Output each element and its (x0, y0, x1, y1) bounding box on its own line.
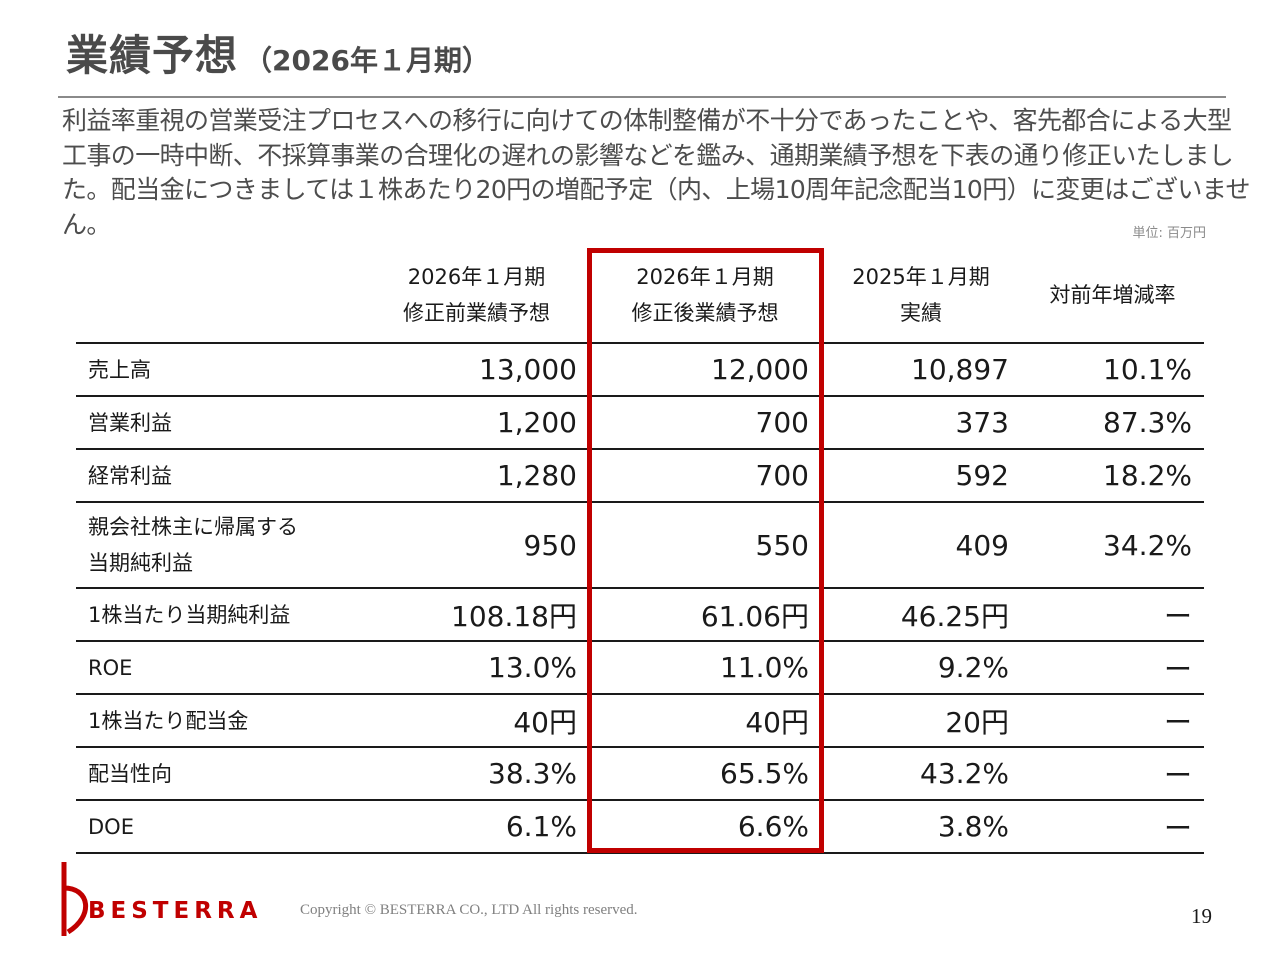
title-main: 業績予想 (66, 31, 239, 80)
cell-before-revision: 40円 (364, 694, 589, 748)
table-row: ROE 13.0% 11.0% 9.2% ー (76, 641, 1204, 695)
cell-after-revision: 11.0% (589, 641, 821, 695)
unit-label: 単位: 百万円 (1132, 226, 1206, 241)
cell-after-revision: 65.5% (589, 747, 821, 801)
cell-before-revision: 13,000 (364, 342, 589, 397)
table-row: 営業利益 1,200 700 373 87.3% (76, 396, 1204, 450)
table-row: 配当性向 38.3% 65.5% 43.2% ー (76, 747, 1204, 801)
cell-actual: 10,897 (821, 342, 1021, 397)
cell-after-revision: 550 (589, 502, 821, 589)
cell-after-revision: 61.06円 (589, 588, 821, 642)
cell-before-revision: 38.3% (364, 747, 589, 801)
row-label: 売上高 (76, 342, 364, 397)
table-row: 売上高 13,000 12,000 10,897 10.1% (76, 342, 1204, 397)
besterra-logo-mark (61, 862, 88, 936)
page-title: 業績予想 （2026年１月期） (66, 22, 490, 83)
cell-yoy-change: ー (1021, 694, 1204, 748)
cell-yoy-change: 10.1% (1021, 342, 1204, 397)
row-label-line-2: 当期純利益 (88, 551, 193, 575)
cell-after-revision: 6.6% (589, 800, 821, 854)
cell-yoy-change: 87.3% (1021, 396, 1204, 450)
cell-yoy-change: 34.2% (1021, 502, 1204, 589)
cell-before-revision: 6.1% (364, 800, 589, 854)
cell-actual: 592 (821, 449, 1021, 503)
table-row: 1株当たり当期純利益 108.18円 61.06円 46.25円 ー (76, 588, 1204, 642)
cell-yoy-change: ー (1021, 641, 1204, 695)
title-divider (58, 96, 1226, 98)
copyright-notice: Copyright © BESTERRA CO., LTD All rights… (300, 902, 638, 918)
row-label: 1株当たり配当金 (76, 694, 364, 748)
cell-yoy-change: ー (1021, 588, 1204, 642)
header-line-1: 対前年増減率 (1049, 283, 1176, 307)
cell-after-revision: 40円 (589, 694, 821, 748)
cell-yoy-change: 18.2% (1021, 449, 1204, 503)
header-row: 2026年１月期 修正前業績予想 2026年１月期 修正後業績予想 2025年１… (76, 248, 1204, 343)
row-label: DOE (76, 800, 364, 854)
forecast-table: 2026年１月期 修正前業績予想 2026年１月期 修正後業績予想 2025年１… (76, 248, 1204, 854)
table-row: 経常利益 1,280 700 592 18.2% (76, 449, 1204, 503)
page-number: 19 (1191, 904, 1212, 928)
cell-after-revision: 12,000 (589, 342, 821, 397)
header-cell-blank (76, 248, 364, 343)
cell-yoy-change: ー (1021, 747, 1204, 801)
cell-before-revision: 950 (364, 502, 589, 589)
header-line-1: 2025年１月期 (852, 265, 990, 289)
logo-wordmark: BESTERRA (88, 898, 263, 924)
header-line-1: 2026年１月期 (636, 265, 774, 289)
row-label: 1株当たり当期純利益 (76, 588, 364, 642)
header-line-2: 実績 (900, 301, 942, 325)
cell-after-revision: 700 (589, 449, 821, 503)
header-line-2: 修正後業績予想 (631, 301, 779, 325)
header-cell-after-revision: 2026年１月期 修正後業績予想 (589, 248, 821, 343)
cell-actual: 9.2% (821, 641, 1021, 695)
table-row: 1株当たり配当金 40円 40円 20円 ー (76, 694, 1204, 748)
row-label: 配当性向 (76, 747, 364, 801)
header-cell-actual: 2025年１月期 実績 (821, 248, 1021, 343)
cell-actual: 43.2% (821, 747, 1021, 801)
cell-actual: 20円 (821, 694, 1021, 748)
row-label-line-1: 親会社株主に帰属する (88, 515, 298, 539)
cell-yoy-change: ー (1021, 800, 1204, 854)
row-label: 親会社株主に帰属する 当期純利益 (76, 502, 364, 589)
header-cell-before-revision: 2026年１月期 修正前業績予想 (364, 248, 589, 343)
table-row: 親会社株主に帰属する 当期純利益 950 550 409 34.2% (76, 502, 1204, 589)
cell-before-revision: 108.18円 (364, 588, 589, 642)
table-row: DOE 6.1% 6.6% 3.8% ー (76, 800, 1204, 854)
cell-actual: 46.25円 (821, 588, 1021, 642)
cell-after-revision: 700 (589, 396, 821, 450)
cell-actual: 3.8% (821, 800, 1021, 854)
cell-before-revision: 1,280 (364, 449, 589, 503)
header-line-1: 2026年１月期 (407, 265, 546, 289)
row-label: ROE (76, 641, 364, 695)
row-label: 営業利益 (76, 396, 364, 450)
intro-paragraph: 利益率重視の営業受注プロセスへの移行に向けての体制整備が不十分であったことや、客… (62, 106, 1250, 239)
title-sub: （2026年１月期） (244, 44, 490, 77)
cell-before-revision: 13.0% (364, 641, 589, 695)
header-cell-yoy-change: 対前年増減率 (1021, 248, 1204, 343)
cell-actual: 373 (821, 396, 1021, 450)
row-label: 経常利益 (76, 449, 364, 503)
header-line-2: 修正前業績予想 (403, 301, 550, 325)
cell-actual: 409 (821, 502, 1021, 589)
cell-before-revision: 1,200 (364, 396, 589, 450)
